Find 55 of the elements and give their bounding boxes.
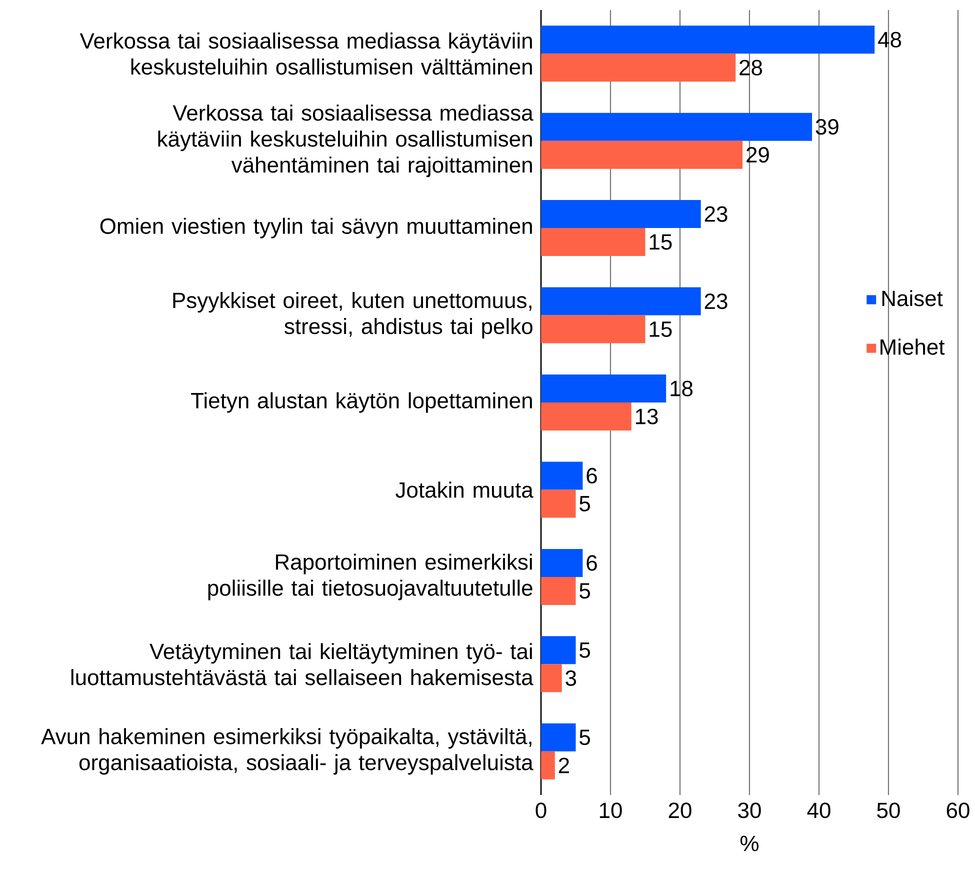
y-tick-label: Jotakin muuta	[396, 482, 534, 498]
data-label: 15	[650, 234, 672, 250]
bar	[541, 462, 583, 490]
y-tick-label: Tietyn alustan käytön lopettaminen	[191, 392, 532, 413]
legend-label: Miehet	[880, 338, 945, 355]
bar	[541, 723, 576, 752]
bar	[541, 54, 736, 82]
data-label: 2	[558, 758, 569, 774]
data-label: 3	[566, 670, 576, 686]
x-tick-label: 50	[877, 802, 900, 818]
data-label: 39	[816, 119, 838, 135]
y-tick-label: Verkossa tai sosiaalisessa mediassa käytäviin keskusteluihin osallistumisen vähentäminen tai rajoittaminen	[158, 104, 534, 178]
x-tick-label: 60	[946, 802, 970, 818]
bar	[541, 228, 646, 256]
data-label: 5	[580, 730, 590, 746]
data-label: 6	[586, 555, 597, 571]
y-tick-label: Psyykkiset oireet, kuten unettomuus, stressi, ahdistus tai pelko	[173, 292, 532, 339]
data-label: 23	[704, 293, 728, 310]
bar	[541, 140, 743, 169]
bar	[541, 636, 576, 664]
bar	[541, 26, 875, 54]
bar	[541, 576, 576, 605]
data-label: 13	[636, 408, 658, 424]
legend-label: Naiset	[882, 290, 943, 306]
y-tick-label: Vetäytyminen tai kieltäytyminen työ- tai luottamustehtävästä tai sellaiseen hakemisesta	[71, 643, 534, 686]
data-label: 28	[740, 60, 762, 76]
x-tick-label: 30	[738, 802, 761, 818]
bar	[541, 751, 555, 780]
bar	[541, 548, 583, 577]
bar	[541, 490, 576, 518]
data-label: 5	[580, 642, 590, 658]
bar	[541, 374, 666, 402]
data-label: 6	[586, 468, 597, 484]
y-tick-label: Omien viestien tyylin tai sävyn muuttaminen	[100, 218, 532, 238]
data-label: 18	[670, 380, 693, 396]
bar	[541, 402, 632, 430]
data-label: 23	[704, 206, 728, 222]
y-tick-label: Avun hakeminen esimerkiksi työpaikalta, ystäviltä, organisaatioista, sosiaali- ja terveyspalveluista	[41, 728, 534, 775]
data-label: 29	[746, 147, 769, 163]
data-label: 48	[878, 32, 902, 48]
bar	[541, 287, 701, 316]
x-tick-label: 40	[807, 802, 830, 818]
y-tick-label: Verkossa tai sosiaalisessa mediassa käytäviin keskusteluihin osallistumisen välttäminen	[80, 32, 532, 75]
bar	[541, 315, 646, 344]
x-tick-label: 0	[536, 802, 546, 818]
x-axis-title: %	[740, 836, 758, 852]
x-tick-label: 10	[600, 802, 622, 818]
bar	[541, 112, 812, 141]
data-label: 15	[650, 322, 672, 337]
data-label: 5	[580, 496, 590, 512]
bar	[541, 200, 701, 228]
data-label: 5	[580, 583, 590, 599]
y-tick-label: Raportoiminen esimerkiksi poliisille tai tietosuojavaltuutetulle	[208, 554, 532, 600]
x-tick-label: 20	[668, 802, 692, 818]
bar	[541, 664, 562, 692]
